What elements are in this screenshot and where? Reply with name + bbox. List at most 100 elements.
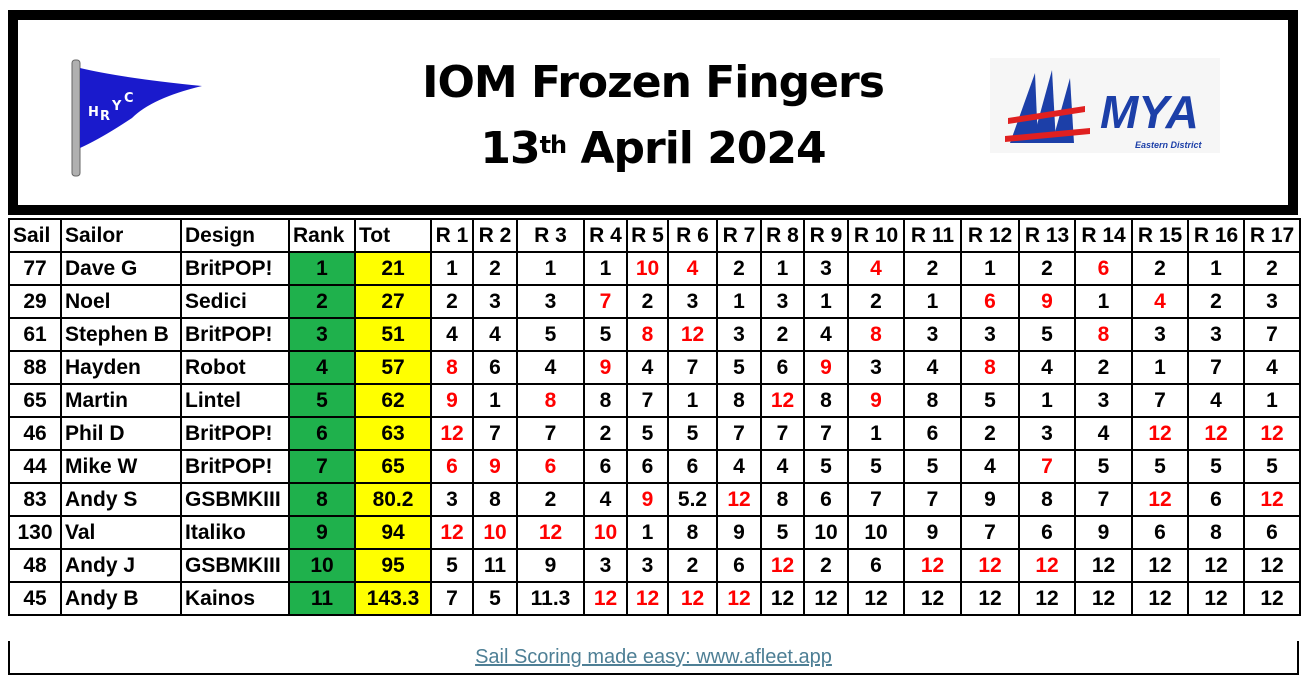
column-header: R 9 bbox=[803, 218, 849, 253]
sail-number: 45 bbox=[8, 581, 62, 616]
race-result: 3 bbox=[516, 284, 585, 319]
race-result: 10 bbox=[847, 515, 905, 550]
column-header: R 17 bbox=[1243, 218, 1301, 253]
table-row: 48 Andy J GSBMKIII 10 95 5 11 9 3 3 2 6 12 2 6 12 12 12 12… bbox=[8, 548, 1301, 583]
race-result: 5 bbox=[803, 449, 849, 484]
column-header: Rank bbox=[288, 218, 356, 253]
race-result: 7 bbox=[760, 416, 805, 451]
race-result: 5 bbox=[472, 581, 518, 616]
race-result: 3 bbox=[1187, 317, 1245, 352]
discarded-race-result: 9 bbox=[430, 383, 474, 418]
race-result: 5 bbox=[626, 416, 669, 451]
race-result: 5 bbox=[716, 350, 762, 385]
race-result: 3 bbox=[1243, 284, 1301, 319]
race-result: 6 bbox=[667, 449, 718, 484]
race-result: 9 bbox=[960, 482, 1020, 517]
sailor-name: Dave G bbox=[60, 251, 182, 286]
column-header: R 3 bbox=[516, 218, 585, 253]
boat-design: Italiko bbox=[180, 515, 290, 550]
race-result: 4 bbox=[903, 350, 962, 385]
sailor-name: Andy J bbox=[60, 548, 182, 583]
race-result: 3 bbox=[803, 251, 849, 286]
table-row: 83 Andy S GSBMKIII 8 80.2 3 8 2 4 9 5.2 12 8 6 7 7 9 8 7 12… bbox=[8, 482, 1301, 517]
race-result: 6 bbox=[1018, 515, 1076, 550]
race-result: 11.3 bbox=[516, 581, 585, 616]
race-result: 1 bbox=[430, 251, 474, 286]
discarded-race-result: 9 bbox=[1018, 284, 1076, 319]
race-result: 6 bbox=[803, 482, 849, 517]
race-result: 4 bbox=[1018, 350, 1076, 385]
race-result: 5 bbox=[760, 515, 805, 550]
table-row: 130 Val Italiko 9 94 12 10 12 10 1 8 9 5 10 10 9 7 6 9 6 8 6 bbox=[8, 515, 1301, 550]
race-result: 6 bbox=[1187, 482, 1245, 517]
results-banner: H R Y C IOM Frozen Fingers 13th April 20… bbox=[8, 10, 1298, 215]
discarded-race-result: 7 bbox=[1018, 449, 1076, 484]
race-result: 4 bbox=[472, 317, 518, 352]
discarded-race-result: 12 bbox=[716, 482, 762, 517]
race-result: 8 bbox=[1187, 515, 1245, 550]
column-header: R 5 bbox=[626, 218, 669, 253]
column-header: Tot bbox=[354, 218, 432, 253]
race-result: 2 bbox=[760, 317, 805, 352]
afleet-link[interactable]: Sail Scoring made easy: www.afleet.app bbox=[475, 646, 832, 668]
race-result: 1 bbox=[847, 416, 905, 451]
sail-number: 46 bbox=[8, 416, 62, 451]
column-header: R 13 bbox=[1018, 218, 1076, 253]
race-result: 2 bbox=[472, 251, 518, 286]
table-row: 45 Andy B Kainos 11 143.3 7 5 11.3 12 12 12 12 12 12 1… bbox=[8, 581, 1301, 616]
column-header: R 14 bbox=[1074, 218, 1133, 253]
race-result: 6 bbox=[716, 548, 762, 583]
race-result: 7 bbox=[1243, 317, 1301, 352]
rank-cell: 2 bbox=[288, 284, 356, 319]
race-result: 5 bbox=[1018, 317, 1076, 352]
race-result: 2 bbox=[903, 251, 962, 286]
boat-design: BritPOP! bbox=[180, 416, 290, 451]
race-result: 1 bbox=[1187, 251, 1245, 286]
race-result: 3 bbox=[760, 284, 805, 319]
race-result: 2 bbox=[667, 548, 718, 583]
date-rest: April 2024 bbox=[566, 123, 826, 174]
discarded-race-result: 12 bbox=[1187, 416, 1245, 451]
table-row: 44 Mike W BritPOP! 7 65 6 9 6 6 6 6 4 4 5 5 5 4 7 5 5 5 5 bbox=[8, 449, 1301, 484]
race-result: 2 bbox=[716, 251, 762, 286]
discarded-race-result: 4 bbox=[1131, 284, 1189, 319]
race-result: 8 bbox=[667, 515, 718, 550]
race-result: 2 bbox=[583, 416, 628, 451]
sail-number: 61 bbox=[8, 317, 62, 352]
race-result: 4 bbox=[1187, 383, 1245, 418]
total-cell: 27 bbox=[354, 284, 432, 319]
race-result: 6 bbox=[472, 350, 518, 385]
race-result: 9 bbox=[903, 515, 962, 550]
race-result: 3 bbox=[472, 284, 518, 319]
race-result: 5 bbox=[903, 449, 962, 484]
svg-text:Eastern District: Eastern District bbox=[1135, 140, 1203, 150]
race-result: 7 bbox=[1187, 350, 1245, 385]
discarded-race-result: 9 bbox=[583, 350, 628, 385]
race-result: 4 bbox=[430, 317, 474, 352]
discarded-race-result: 12 bbox=[903, 548, 962, 583]
discarded-race-result: 8 bbox=[516, 383, 585, 418]
race-result: 9 bbox=[716, 515, 762, 550]
race-result: 1 bbox=[903, 284, 962, 319]
race-result: 3 bbox=[1131, 317, 1189, 352]
race-result: 5.2 bbox=[667, 482, 718, 517]
column-header: R 6 bbox=[667, 218, 718, 253]
rank-cell: 4 bbox=[288, 350, 356, 385]
race-result: 7 bbox=[516, 416, 585, 451]
race-result: 6 bbox=[847, 548, 905, 583]
race-result: 1 bbox=[960, 251, 1020, 286]
sail-number: 88 bbox=[8, 350, 62, 385]
race-result: 7 bbox=[903, 482, 962, 517]
race-result: 3 bbox=[667, 284, 718, 319]
column-header: R 11 bbox=[903, 218, 962, 253]
table-row: 61 Stephen B BritPOP! 3 51 4 4 5 5 8 12 3 2 4 8 3 3 5 8 3 3 7 bbox=[8, 317, 1301, 352]
discarded-race-result: 4 bbox=[847, 251, 905, 286]
race-result: 4 bbox=[1074, 416, 1133, 451]
svg-text:R: R bbox=[100, 109, 110, 124]
discarded-race-result: 12 bbox=[626, 581, 669, 616]
rank-cell: 6 bbox=[288, 416, 356, 451]
race-result: 2 bbox=[1018, 251, 1076, 286]
race-result: 5 bbox=[960, 383, 1020, 418]
table-row: 29 Noel Sedici 2 27 2 3 3 7 2 3 1 3 1 2 1 6 9 1 4 2 3 bbox=[8, 284, 1301, 319]
